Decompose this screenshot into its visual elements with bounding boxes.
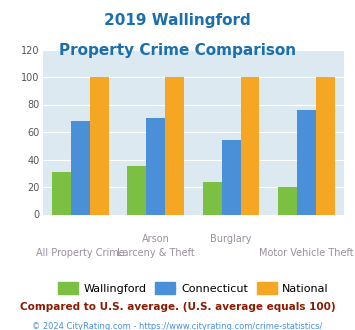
Bar (52, 172, 71, 214)
Bar (278, 187, 297, 214)
Bar (90, 77, 109, 214)
Bar (203, 182, 222, 215)
Bar (127, 166, 146, 214)
Text: Property Crime Comparison: Property Crime Comparison (59, 43, 296, 58)
Text: © 2024 CityRating.com - https://www.cityrating.com/crime-statistics/: © 2024 CityRating.com - https://www.city… (32, 322, 323, 330)
Bar (222, 140, 241, 214)
Text: All Property Crime: All Property Crime (36, 248, 125, 258)
Bar (71, 121, 90, 214)
Bar (146, 118, 165, 214)
Text: Arson: Arson (142, 234, 170, 244)
Bar (165, 77, 184, 214)
Text: Larceny & Theft: Larceny & Theft (117, 248, 195, 258)
Text: Burglary: Burglary (211, 234, 252, 244)
Text: Compared to U.S. average. (U.S. average equals 100): Compared to U.S. average. (U.S. average … (20, 302, 335, 312)
Bar (241, 77, 260, 214)
Text: Motor Vehicle Theft: Motor Vehicle Theft (259, 248, 354, 258)
Legend: Wallingford, Connecticut, National: Wallingford, Connecticut, National (54, 278, 333, 298)
Bar (297, 110, 316, 214)
Text: 2019 Wallingford: 2019 Wallingford (104, 13, 251, 28)
Bar (316, 77, 335, 214)
